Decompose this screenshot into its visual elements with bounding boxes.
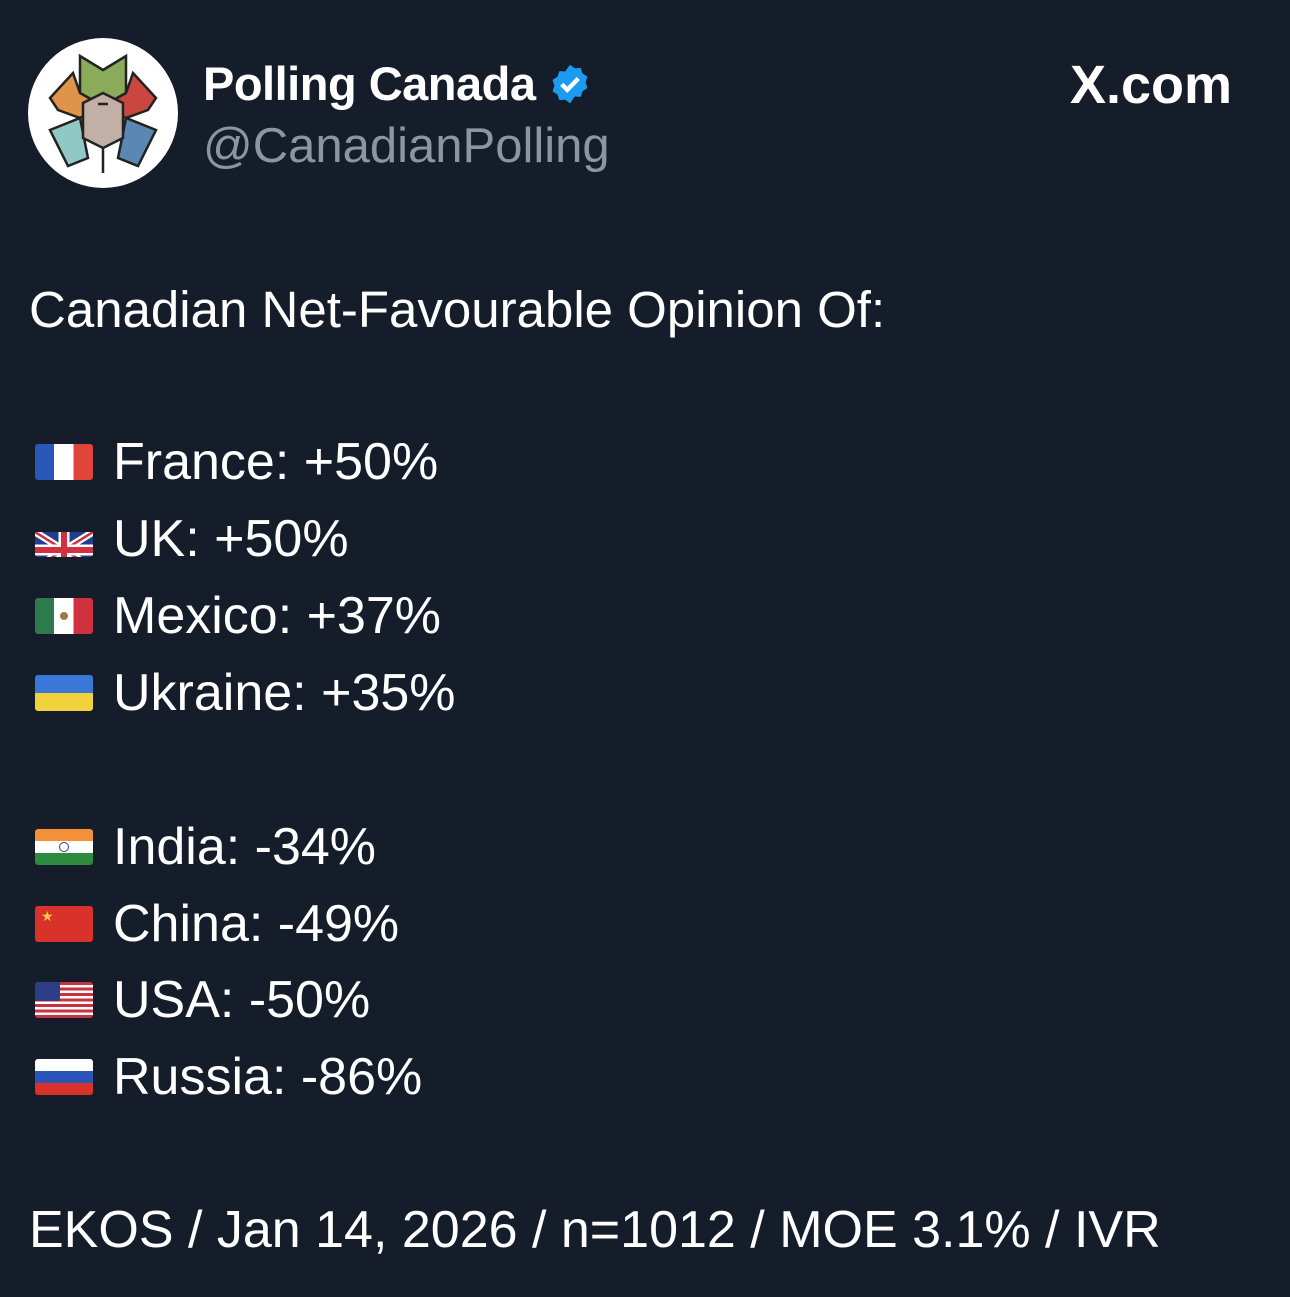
list-item: Ukraine: +35% — [35, 663, 456, 723]
china-flag-icon: ★ — [35, 906, 93, 942]
post-title: Canadian Net-Favourable Opinion Of: — [29, 281, 886, 338]
x-com-watermark: X.com — [1069, 55, 1232, 115]
account-name-text: Polling Canada — [203, 57, 536, 110]
usa-flag-icon — [35, 982, 93, 1018]
mexico-flag-icon — [35, 598, 93, 634]
ukraine-flag-icon — [35, 675, 93, 711]
source-footer: EKOS / Jan 14, 2026 / n=1012 / MOE 3.1% … — [29, 1201, 1161, 1259]
list-item: Mexico: +37% — [35, 586, 441, 646]
uk-flag-icon — [35, 521, 93, 557]
list-item-text: Russia: -86% — [113, 1048, 423, 1106]
account-handle[interactable]: @CanadianPolling — [203, 119, 610, 173]
list-item-text: USA: -50% — [113, 971, 371, 1029]
list-item-text: China: -49% — [113, 895, 400, 953]
list-item: USA: -50% — [35, 970, 370, 1030]
list-item: ★ China: -49% — [35, 894, 399, 954]
list-item: India: -34% — [35, 817, 376, 877]
list-item: UK: +50% — [35, 509, 349, 569]
list-item-text: Mexico: +37% — [113, 587, 442, 645]
polling-canada-logo-icon — [48, 53, 158, 173]
india-flag-icon — [35, 829, 93, 865]
list-item-text: UK: +50% — [113, 510, 349, 568]
list-item: France: +50% — [35, 432, 438, 492]
account-name[interactable]: Polling Canada — [203, 56, 592, 111]
russia-flag-icon — [35, 1059, 93, 1095]
list-item: Russia: -86% — [35, 1047, 422, 1107]
list-item-text: Ukraine: +35% — [113, 664, 456, 722]
list-item-text: India: -34% — [113, 818, 377, 876]
verified-badge-icon — [552, 64, 587, 103]
france-flag-icon — [35, 444, 93, 480]
avatar[interactable] — [28, 38, 178, 188]
list-item-text: France: +50% — [113, 433, 439, 491]
